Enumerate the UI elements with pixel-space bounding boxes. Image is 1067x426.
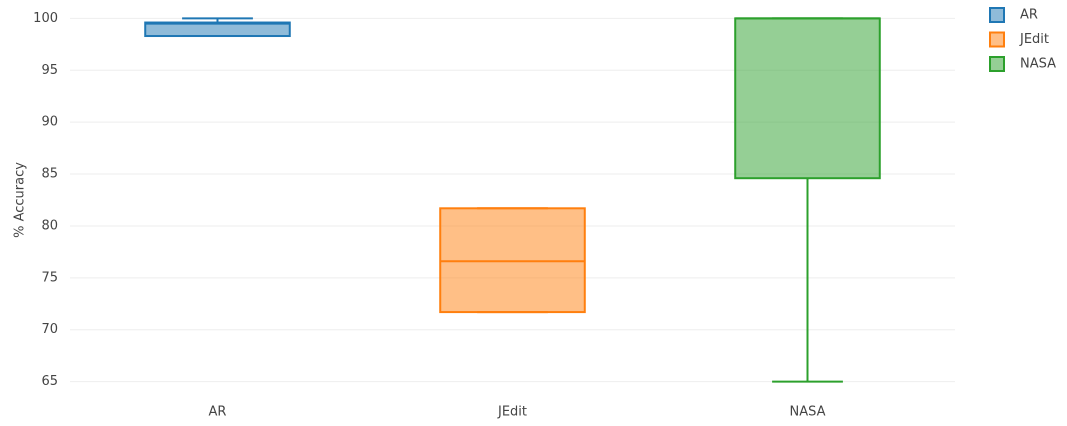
y-tick-label: 80: [41, 218, 58, 233]
y-tick-label: 65: [41, 374, 58, 389]
box: [439, 207, 586, 314]
y-tick-label: 85: [41, 167, 58, 182]
y-tick-label: 75: [41, 270, 58, 285]
x-tick-label: NASA: [789, 405, 825, 420]
y-tick-label: 70: [41, 322, 58, 337]
legend-swatch: [989, 56, 1005, 72]
legend-label: JEdit: [1019, 32, 1049, 47]
legend-label: NASA: [1020, 57, 1056, 72]
legend-swatch: [989, 7, 1005, 23]
legend-label: AR: [1020, 8, 1038, 23]
y-tick-label: 90: [41, 115, 58, 130]
box: [144, 21, 291, 38]
y-tick-label: 100: [33, 11, 58, 26]
legend-swatch: [989, 31, 1005, 48]
x-tick-label: AR: [209, 405, 227, 420]
y-axis-label: % Accuracy: [13, 162, 28, 238]
y-tick-label: 95: [41, 63, 58, 78]
box: [734, 17, 881, 180]
x-tick-label: JEdit: [497, 405, 527, 420]
